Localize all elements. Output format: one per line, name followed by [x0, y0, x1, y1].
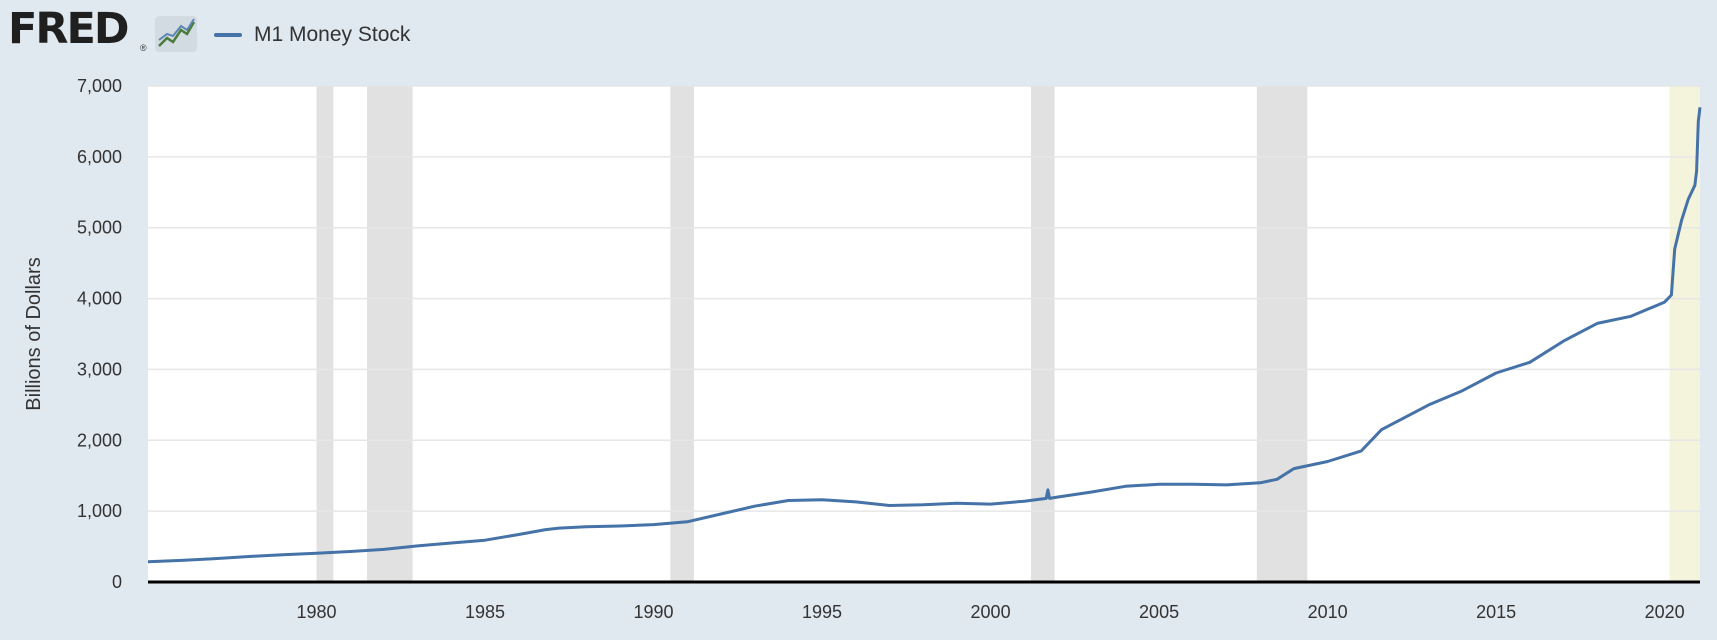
registered-mark: ®: [140, 43, 147, 53]
x-tick-label: 1985: [465, 602, 505, 622]
x-tick-label: 1980: [296, 602, 336, 622]
gridlines: [148, 85, 1700, 512]
x-tick-label: 2015: [1476, 602, 1516, 622]
recession-band: [316, 86, 334, 582]
y-tick-label: 7,000: [77, 76, 122, 96]
highlight-layer: [1669, 86, 1700, 582]
y-tick-label: 4,000: [77, 289, 122, 309]
recession-band: [1256, 86, 1308, 582]
x-tick-label: 1995: [802, 602, 842, 622]
x-tick-label: 2020: [1645, 602, 1685, 622]
y-tick-label: 6,000: [77, 147, 122, 167]
logo-graph-blue-line: [158, 18, 195, 41]
legend-swatch: [214, 33, 242, 37]
highlight-band: [1669, 86, 1700, 582]
x-tick-label: 2005: [1139, 602, 1179, 622]
logo-graph-green-line: [158, 21, 196, 47]
header: FRED ® M1 Money Stock: [0, 0, 1717, 70]
y-tick-label: 2,000: [77, 430, 122, 450]
legend-label: M1 Money Stock: [254, 23, 411, 46]
x-tick-label: 1990: [634, 602, 674, 622]
y-axis-label: Billions of Dollars: [23, 257, 45, 410]
recession-band: [670, 86, 694, 582]
y-tick-label: 5,000: [77, 218, 122, 238]
y-tick-label: 3,000: [77, 359, 122, 379]
y-tick-label: 1,000: [77, 501, 122, 521]
y-axis-ticks: 0 1,000 2,000 3,000 4,000 5,000 6,000 7,000: [77, 76, 122, 592]
legend: M1 Money Stock: [214, 20, 410, 50]
series-layer: [147, 107, 1702, 564]
logo-graph-bg: [155, 16, 197, 52]
series-line: [147, 107, 1702, 564]
recession-layer: [316, 86, 1308, 582]
x-tick-label: 2010: [1308, 602, 1348, 622]
line-graph-icon[interactable]: [155, 16, 197, 52]
y-tick-label: 0: [112, 572, 122, 592]
recession-band: [1031, 86, 1055, 582]
recession-band: [367, 86, 413, 582]
x-tick-label: 2000: [971, 602, 1011, 622]
fred-logo[interactable]: FRED: [8, 4, 130, 54]
x-axis-ticks: 1980 1985 1990 1995 2000 2005 2010 2015 2020: [296, 602, 1684, 622]
